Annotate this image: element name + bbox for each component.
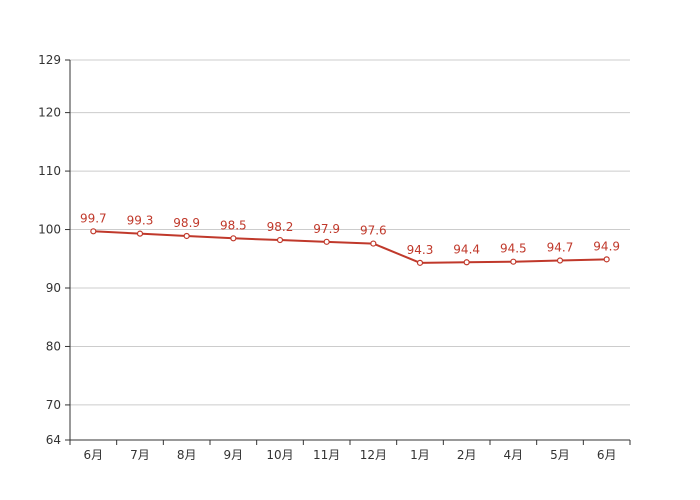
gridlines [70,59,630,406]
x-tick-label-2: 8月 [177,448,197,462]
x-tick-label-5: 11月 [313,448,340,462]
x-tick-label-9: 4月 [504,448,524,462]
x-tick-label-1: 7月 [130,448,150,462]
data-point-4 [276,236,284,244]
data-label-10: 94.7 [547,241,574,255]
x-tick-label-4: 10月 [266,448,293,462]
y-tick-label-0: 64 [46,433,61,447]
data-point-6 [370,240,377,247]
data-label-1: 99.3 [127,214,154,228]
x-tick-label-3: 9月 [224,448,244,462]
series-line-0 [93,230,607,264]
data-label-11: 94.9 [593,239,620,253]
y-tick-label-3: 90 [46,281,61,295]
data-label-8: 94.4 [453,242,480,256]
y-tick-label-4: 100 [38,223,61,237]
data-point-0 [90,228,97,235]
data-label-3: 98.5 [220,218,247,232]
data-point-8 [463,259,470,266]
x-tick-label-10: 5月 [550,448,570,462]
data-point-11 [603,256,610,263]
y-tick-label-7: 129 [38,53,61,67]
data-label-2: 98.9 [173,216,200,230]
axes: 64 70 80 90 100 110 120 129 6月 7月 8月 9月 10月 11月 12月 1月 2… [38,53,631,462]
data-point-1 [136,230,144,237]
y-tick-label-5: 110 [38,164,61,178]
data-point-2 [183,232,190,240]
data-label-5: 97.9 [313,222,340,236]
data-label-4: 98.2 [267,220,294,234]
x-tick-label-11: 6月 [597,448,617,462]
data-point-7 [416,259,424,266]
series-layer [90,228,610,266]
data-label-6: 97.6 [360,224,387,238]
data-point-10 [556,257,564,264]
data-label-0: 99.7 [80,211,107,225]
x-tick-label-8: 2月 [457,448,477,462]
x-tick-label-0: 6月 [84,448,104,462]
data-labels: 99.7 99.3 98.9 98.5 98.2 97.9 97.6 94.3 94.4 94.5… [80,211,620,257]
data-point-3 [230,235,237,242]
data-label-7: 94.3 [407,243,434,257]
y-tick-label-6: 120 [38,106,61,120]
x-tick-label-7: 1月 [410,448,430,462]
data-label-9: 94.5 [500,242,527,256]
data-point-9 [510,258,517,265]
data-point-5 [323,238,330,245]
y-tick-label-2: 80 [46,339,61,353]
y-tick-label-1: 70 [46,398,61,412]
x-tick-label-6: 12月 [360,448,387,462]
